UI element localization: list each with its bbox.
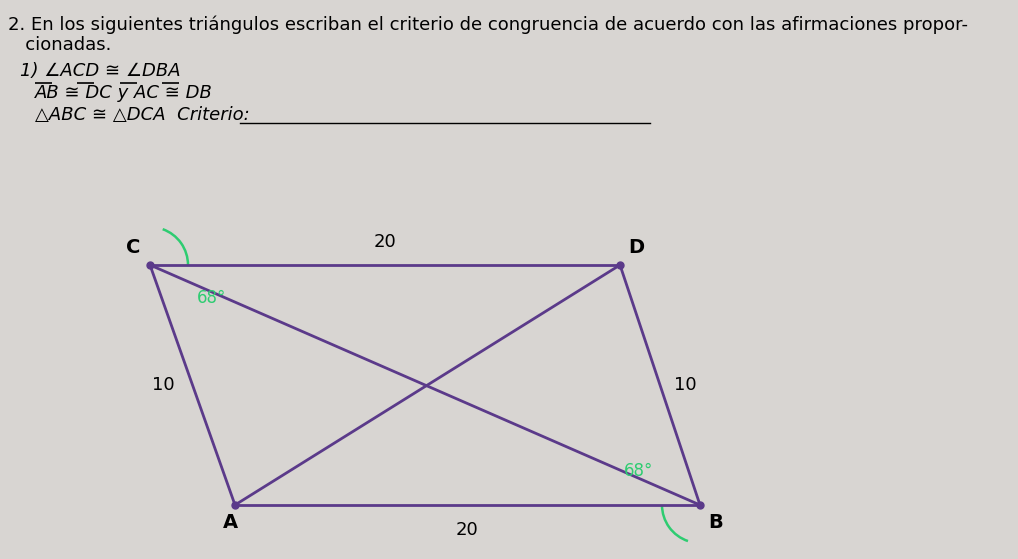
Text: 10: 10 [152,376,174,394]
Text: 10: 10 [674,376,696,394]
Text: D: D [628,238,644,257]
Text: 20: 20 [456,521,478,539]
Text: △ABC ≅ △DCA  Criterio:: △ABC ≅ △DCA Criterio: [35,106,256,124]
Text: 2. En los siguientes triángulos escriban el criterio de congruencia de acuerdo c: 2. En los siguientes triángulos escriban… [8,16,968,35]
Text: A: A [223,513,237,532]
Text: 68°: 68° [624,462,653,480]
Text: cionadas.: cionadas. [8,36,111,54]
Text: B: B [708,513,723,532]
Text: C: C [125,238,140,257]
Text: 20: 20 [374,233,396,251]
Text: 1) ∠ACD ≅ ∠DBA: 1) ∠ACD ≅ ∠DBA [20,62,180,80]
Text: 68°: 68° [197,290,227,307]
Text: AB ≅ DC y AC ≅ DB: AB ≅ DC y AC ≅ DB [35,84,213,102]
